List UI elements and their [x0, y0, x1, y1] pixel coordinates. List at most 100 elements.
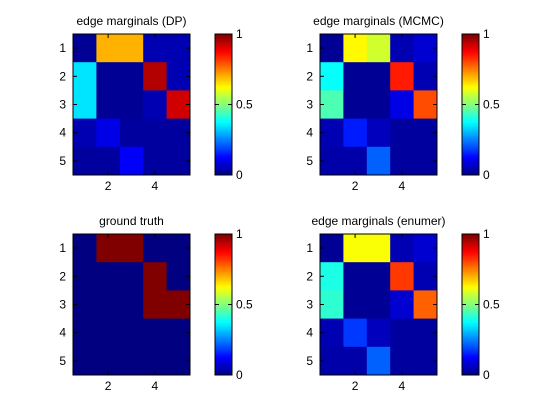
y-tick-label: 1 [306, 41, 313, 55]
colorbar-segment [462, 341, 479, 345]
panel-title: ground truth [99, 214, 164, 228]
heatmap-cell [143, 290, 167, 319]
colorbar-segment [215, 69, 232, 72]
colorbar-segment [215, 291, 232, 294]
heatmap-cell [390, 290, 414, 319]
y-tick-label: 2 [306, 269, 313, 283]
colorbar-segment [215, 335, 232, 338]
colorbar-segment [462, 108, 479, 112]
heatmap-cell [413, 34, 438, 63]
colorbar-segment [215, 122, 232, 125]
colorbar-segment [215, 262, 232, 266]
colorbar-segment [462, 161, 479, 165]
colorbar-segment [215, 157, 232, 160]
heatmap-panel: edge marginals (enumer) 1 2 3 4 5 2 4 0 0.5 1 [306, 214, 500, 393]
colorbar-segment [462, 100, 479, 103]
heatmap-cell [166, 62, 191, 91]
y-tick-label: 2 [59, 69, 66, 83]
colorbar-segment [215, 159, 232, 163]
colorbar-segment [215, 155, 232, 158]
colorbar-segment [215, 40, 232, 44]
colorbar-segment [462, 124, 479, 127]
heatmap-cell [166, 34, 191, 63]
colorbar-segment [215, 359, 232, 363]
colorbar-segment [462, 315, 479, 319]
colorbar-segment [215, 370, 232, 374]
colorbar-segment [215, 339, 232, 343]
colorbar-segment [462, 117, 479, 121]
colorbar-segment [215, 278, 232, 281]
colorbar-segment [462, 34, 479, 37]
heatmap-cell [390, 262, 414, 291]
heatmap-panel: edge marginals (DP) 1 2 3 4 5 2 4 0 0.5 1 [59, 14, 253, 193]
heatmap-cell [343, 318, 368, 348]
heatmap-cell [166, 90, 191, 119]
y-tick-label: 5 [59, 154, 66, 168]
colorbar-segment [215, 60, 232, 64]
colorbar-segment [462, 137, 479, 141]
colorbar-segment [462, 97, 479, 101]
colorbar-segment [462, 152, 479, 156]
colorbar-segment [215, 271, 232, 275]
colorbar-segment [215, 273, 232, 277]
colorbar-segment [215, 38, 232, 42]
colorbar-segment [215, 119, 232, 123]
colorbar-segment [215, 350, 232, 354]
colorbar-segment [215, 170, 232, 174]
colorbar-segment [215, 130, 232, 134]
colorbar-segment [462, 64, 479, 68]
colorbar-segment [462, 319, 479, 323]
x-tick-label: 2 [352, 379, 359, 393]
heatmap-cell [166, 262, 191, 291]
colorbar-segment [462, 51, 479, 55]
colorbar-segment [462, 47, 479, 50]
y-tick-label: 1 [306, 241, 313, 255]
heatmap-cell [390, 234, 414, 263]
colorbar-segment [462, 337, 479, 341]
colorbar-segment [462, 282, 479, 286]
colorbar-segment [462, 53, 479, 57]
colorbar-segment [462, 157, 479, 160]
colorbar-segment [462, 368, 479, 371]
heatmap-cell [366, 234, 391, 263]
colorbar-segment [462, 166, 479, 169]
x-tick-label: 4 [152, 179, 159, 193]
heatmap-cell [320, 262, 344, 291]
colorbar-segment [215, 341, 232, 345]
colorbar-segment [462, 139, 479, 143]
colorbar-segment [462, 361, 479, 365]
colorbar-segment [215, 348, 232, 352]
heatmap-cell [413, 262, 438, 291]
colorbar-segment [215, 238, 232, 242]
colorbar-segment [215, 163, 232, 167]
heatmap-cell [343, 262, 368, 291]
colorbar-segment [462, 104, 479, 108]
colorbar-segment [215, 300, 232, 303]
panel-title: edge marginals (DP) [76, 14, 186, 28]
colorbar-segment [215, 242, 232, 246]
heatmap-cell [119, 318, 144, 348]
colorbar-segment [215, 100, 232, 103]
colorbar-segment [215, 148, 232, 152]
colorbar-segment [215, 280, 232, 283]
heatmap-cell [143, 62, 167, 91]
colorbar-segment [462, 62, 479, 66]
colorbar-segment [215, 308, 232, 312]
colorbar-segment [462, 295, 479, 299]
colorbar-segment [462, 249, 479, 253]
colorbar-segment [215, 78, 232, 81]
heatmap-cell [390, 346, 414, 376]
heatmap-cell [343, 290, 368, 319]
colorbar-segment [462, 313, 479, 316]
colorbar-segment [215, 282, 232, 286]
colorbar-segment [215, 137, 232, 141]
colorbar-segment [462, 284, 479, 288]
colorbar-segment [215, 256, 232, 259]
colorbar-segment [462, 133, 479, 136]
colorbar-segment [462, 253, 479, 257]
colorbar-segment [215, 82, 232, 86]
colorbar-segment [215, 73, 232, 77]
heatmap-cell [320, 62, 344, 91]
colorbar-tick-label: 0.5 [483, 298, 500, 312]
colorbar-segment [215, 319, 232, 323]
